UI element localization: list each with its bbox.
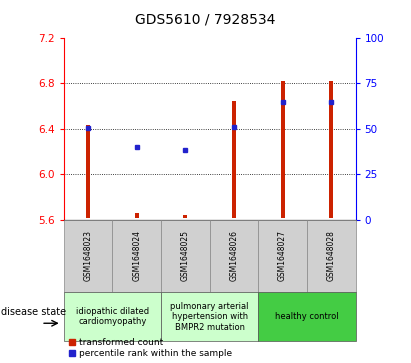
Bar [281,81,284,219]
Legend: transformed count, percentile rank within the sample: transformed count, percentile rank withi… [68,338,232,359]
Text: GDS5610 / 7928534: GDS5610 / 7928534 [135,13,276,27]
Text: pulmonary arterial
hypertension with
BMPR2 mutation: pulmonary arterial hypertension with BMP… [171,302,249,332]
Text: GSM1648024: GSM1648024 [132,231,141,281]
Bar [86,126,90,219]
Bar [135,213,139,219]
Bar [183,215,187,219]
Bar [232,101,236,219]
Text: GSM1648023: GSM1648023 [83,231,92,281]
Text: disease state: disease state [1,307,66,317]
Bar [329,81,333,219]
Text: GSM1648027: GSM1648027 [278,231,287,281]
Text: GSM1648026: GSM1648026 [229,231,238,281]
Text: idiopathic dilated
cardiomyopathy: idiopathic dilated cardiomyopathy [76,307,149,326]
Text: healthy control: healthy control [275,312,339,321]
Text: GSM1648025: GSM1648025 [181,231,190,281]
Text: GSM1648028: GSM1648028 [327,231,336,281]
